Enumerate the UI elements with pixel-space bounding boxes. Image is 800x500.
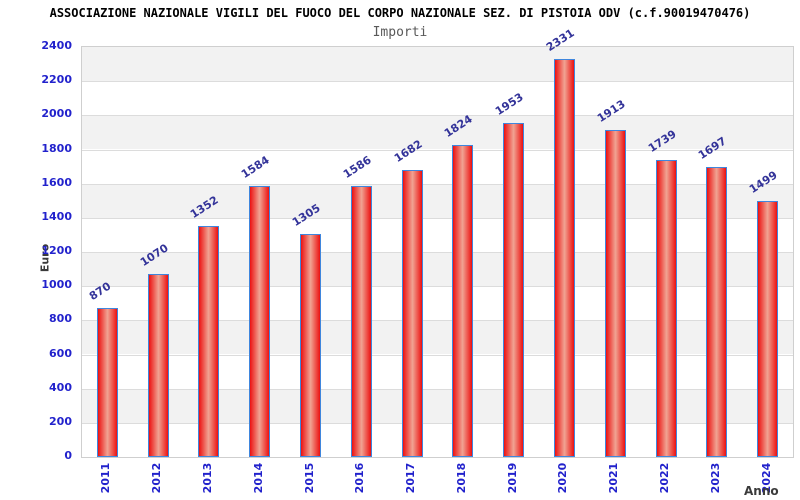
gridline — [82, 252, 793, 253]
x-tick-label: 2017 — [404, 462, 418, 494]
x-tick-label: 2014 — [251, 462, 265, 494]
gridline — [82, 320, 793, 321]
gridline — [82, 184, 793, 185]
y-tick-label: 1800 — [41, 141, 72, 155]
chart-subtitle: Importi — [372, 25, 428, 40]
x-axis-title: Anno — [744, 484, 779, 498]
x-tick-label: 2023 — [708, 462, 722, 494]
grid-band — [82, 149, 793, 184]
bar-2017 — [401, 169, 423, 457]
gridline — [82, 218, 793, 219]
x-tick-label: 2018 — [454, 462, 468, 494]
y-tick-label: 800 — [49, 312, 72, 326]
x-tick-label: 2015 — [302, 462, 316, 494]
gridline — [82, 423, 793, 424]
bar-2013 — [198, 226, 220, 457]
grid-band — [82, 286, 793, 321]
x-tick-label: 2019 — [505, 462, 519, 494]
x-tick-label: 2013 — [200, 462, 214, 494]
bar-2016 — [350, 186, 372, 457]
bar-2022 — [655, 159, 677, 457]
y-tick-label: 1400 — [41, 209, 72, 223]
y-tick-label: 1000 — [41, 278, 72, 292]
x-tick-label: 2020 — [556, 462, 570, 494]
bar-2020 — [553, 58, 575, 457]
grid-band — [82, 81, 793, 116]
x-tick-label: 2011 — [99, 462, 113, 494]
x-tick-label: 2021 — [607, 462, 621, 494]
bar-2018 — [452, 145, 474, 457]
gridline — [82, 81, 793, 82]
y-tick-label: 1200 — [41, 244, 72, 257]
bar-2014 — [249, 186, 271, 457]
grid-band — [82, 388, 793, 423]
grid-band — [82, 47, 793, 82]
grid-band — [82, 217, 793, 252]
bar-2011 — [96, 308, 118, 457]
plot-area: 870 1070 1352 1584 1305 1586 1682 1824 1953 2331 1… — [81, 26, 794, 458]
x-tick-label: 2012 — [150, 462, 164, 494]
grid-band — [82, 354, 793, 389]
gridline — [82, 286, 793, 287]
y-tick-label: 600 — [49, 346, 72, 360]
y-tick-label: 2200 — [41, 73, 72, 87]
y-tick-label: 400 — [49, 380, 72, 394]
bar-2019 — [503, 123, 525, 457]
chart-title: ASSOCIAZIONE NAZIONALE VIGILI DEL FUOCO … — [49, 6, 751, 20]
bar-2012 — [147, 274, 169, 457]
gridline — [82, 355, 793, 356]
y-tick-label: 2000 — [41, 107, 72, 121]
gridline — [82, 150, 793, 151]
y-tick-label: 2400 — [41, 39, 72, 52]
y-tick-label: 200 — [49, 414, 72, 428]
bar-2024 — [757, 200, 779, 457]
grid-band — [82, 252, 793, 287]
bar-2015 — [300, 234, 322, 457]
grid-band — [82, 320, 793, 355]
bar-2021 — [604, 130, 626, 457]
y-tick-label: 1600 — [41, 175, 72, 189]
gridline — [82, 115, 793, 116]
bar-2023 — [706, 167, 728, 457]
grid-band — [82, 422, 793, 457]
x-tick-label: 2016 — [353, 462, 367, 494]
y-tick-label: 0 — [64, 449, 72, 462]
grid-band — [82, 115, 793, 150]
gridline — [82, 389, 793, 390]
x-tick-label: 2022 — [658, 462, 672, 494]
